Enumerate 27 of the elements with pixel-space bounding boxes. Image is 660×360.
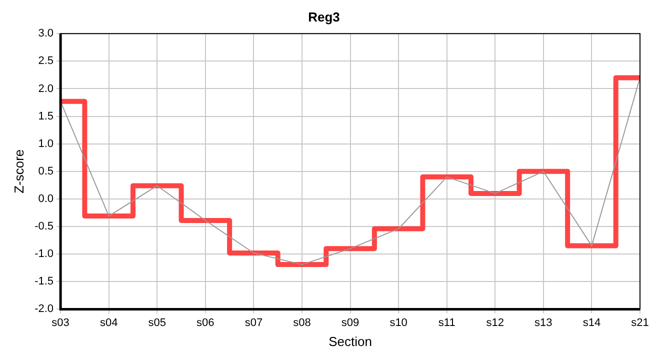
- y-tick-label: 1.0: [38, 138, 54, 150]
- y-axis-title: Z-score: [11, 149, 26, 194]
- x-tick-label: s09: [341, 316, 360, 329]
- x-tick-label: s13: [534, 316, 552, 329]
- x-tick-label: s08: [293, 316, 311, 329]
- x-tick-label: s11: [438, 316, 456, 329]
- x-tick-label: s04: [100, 316, 118, 329]
- x-axis-title: Section: [328, 334, 372, 349]
- x-tick-label: s05: [148, 316, 166, 329]
- y-tick-label: -2.0: [34, 303, 54, 316]
- x-tick-label: s06: [196, 316, 214, 329]
- chart-title: Reg3: [308, 9, 340, 24]
- y-tick-label: 0.5: [38, 165, 54, 178]
- y-tick-label: 1.5: [38, 110, 54, 122]
- y-tick-label: 2.0: [38, 82, 54, 95]
- x-tick-label: s03: [52, 316, 70, 329]
- x-tick-label: s14: [582, 316, 601, 329]
- x-tick-label: s10: [390, 316, 408, 329]
- x-tick-label: s12: [486, 316, 504, 329]
- y-tick-label: -1.5: [34, 276, 54, 288]
- y-tick-label: 2.5: [38, 55, 54, 68]
- x-tick-label: s21: [631, 316, 649, 329]
- y-tick-label: -0.5: [34, 220, 54, 233]
- x-tick-label: s07: [244, 316, 263, 329]
- y-tick-label: -1.0: [34, 248, 54, 260]
- y-tick-label: 3.0: [38, 28, 54, 40]
- y-tick-label: 0.0: [38, 192, 54, 205]
